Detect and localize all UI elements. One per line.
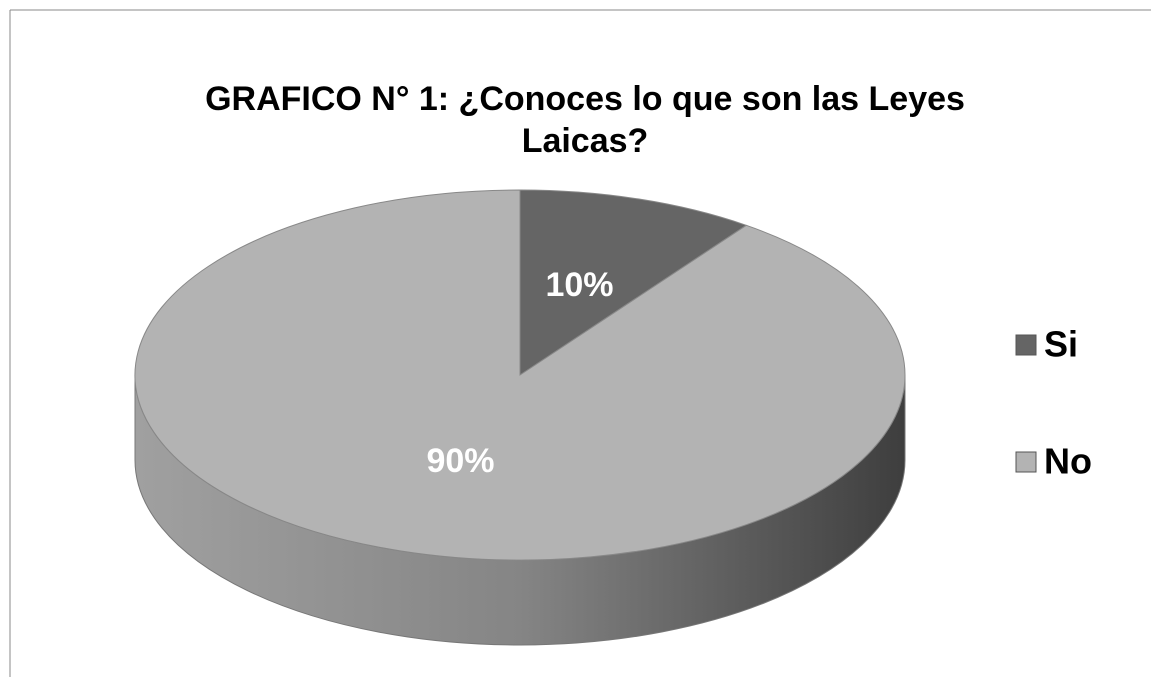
legend-label: Si	[1044, 324, 1078, 365]
data-label: 90%	[426, 442, 494, 480]
pie-slice	[134, 189, 906, 561]
data-label: 10%	[545, 266, 613, 304]
legend-swatch	[1015, 451, 1037, 473]
legend-swatch	[1015, 334, 1037, 356]
pie-slice	[519, 189, 748, 376]
chart-title: GRAFICO N° 1: ¿Conoces lo que son las Le…	[205, 80, 965, 160]
legend-label: No	[1044, 441, 1092, 482]
